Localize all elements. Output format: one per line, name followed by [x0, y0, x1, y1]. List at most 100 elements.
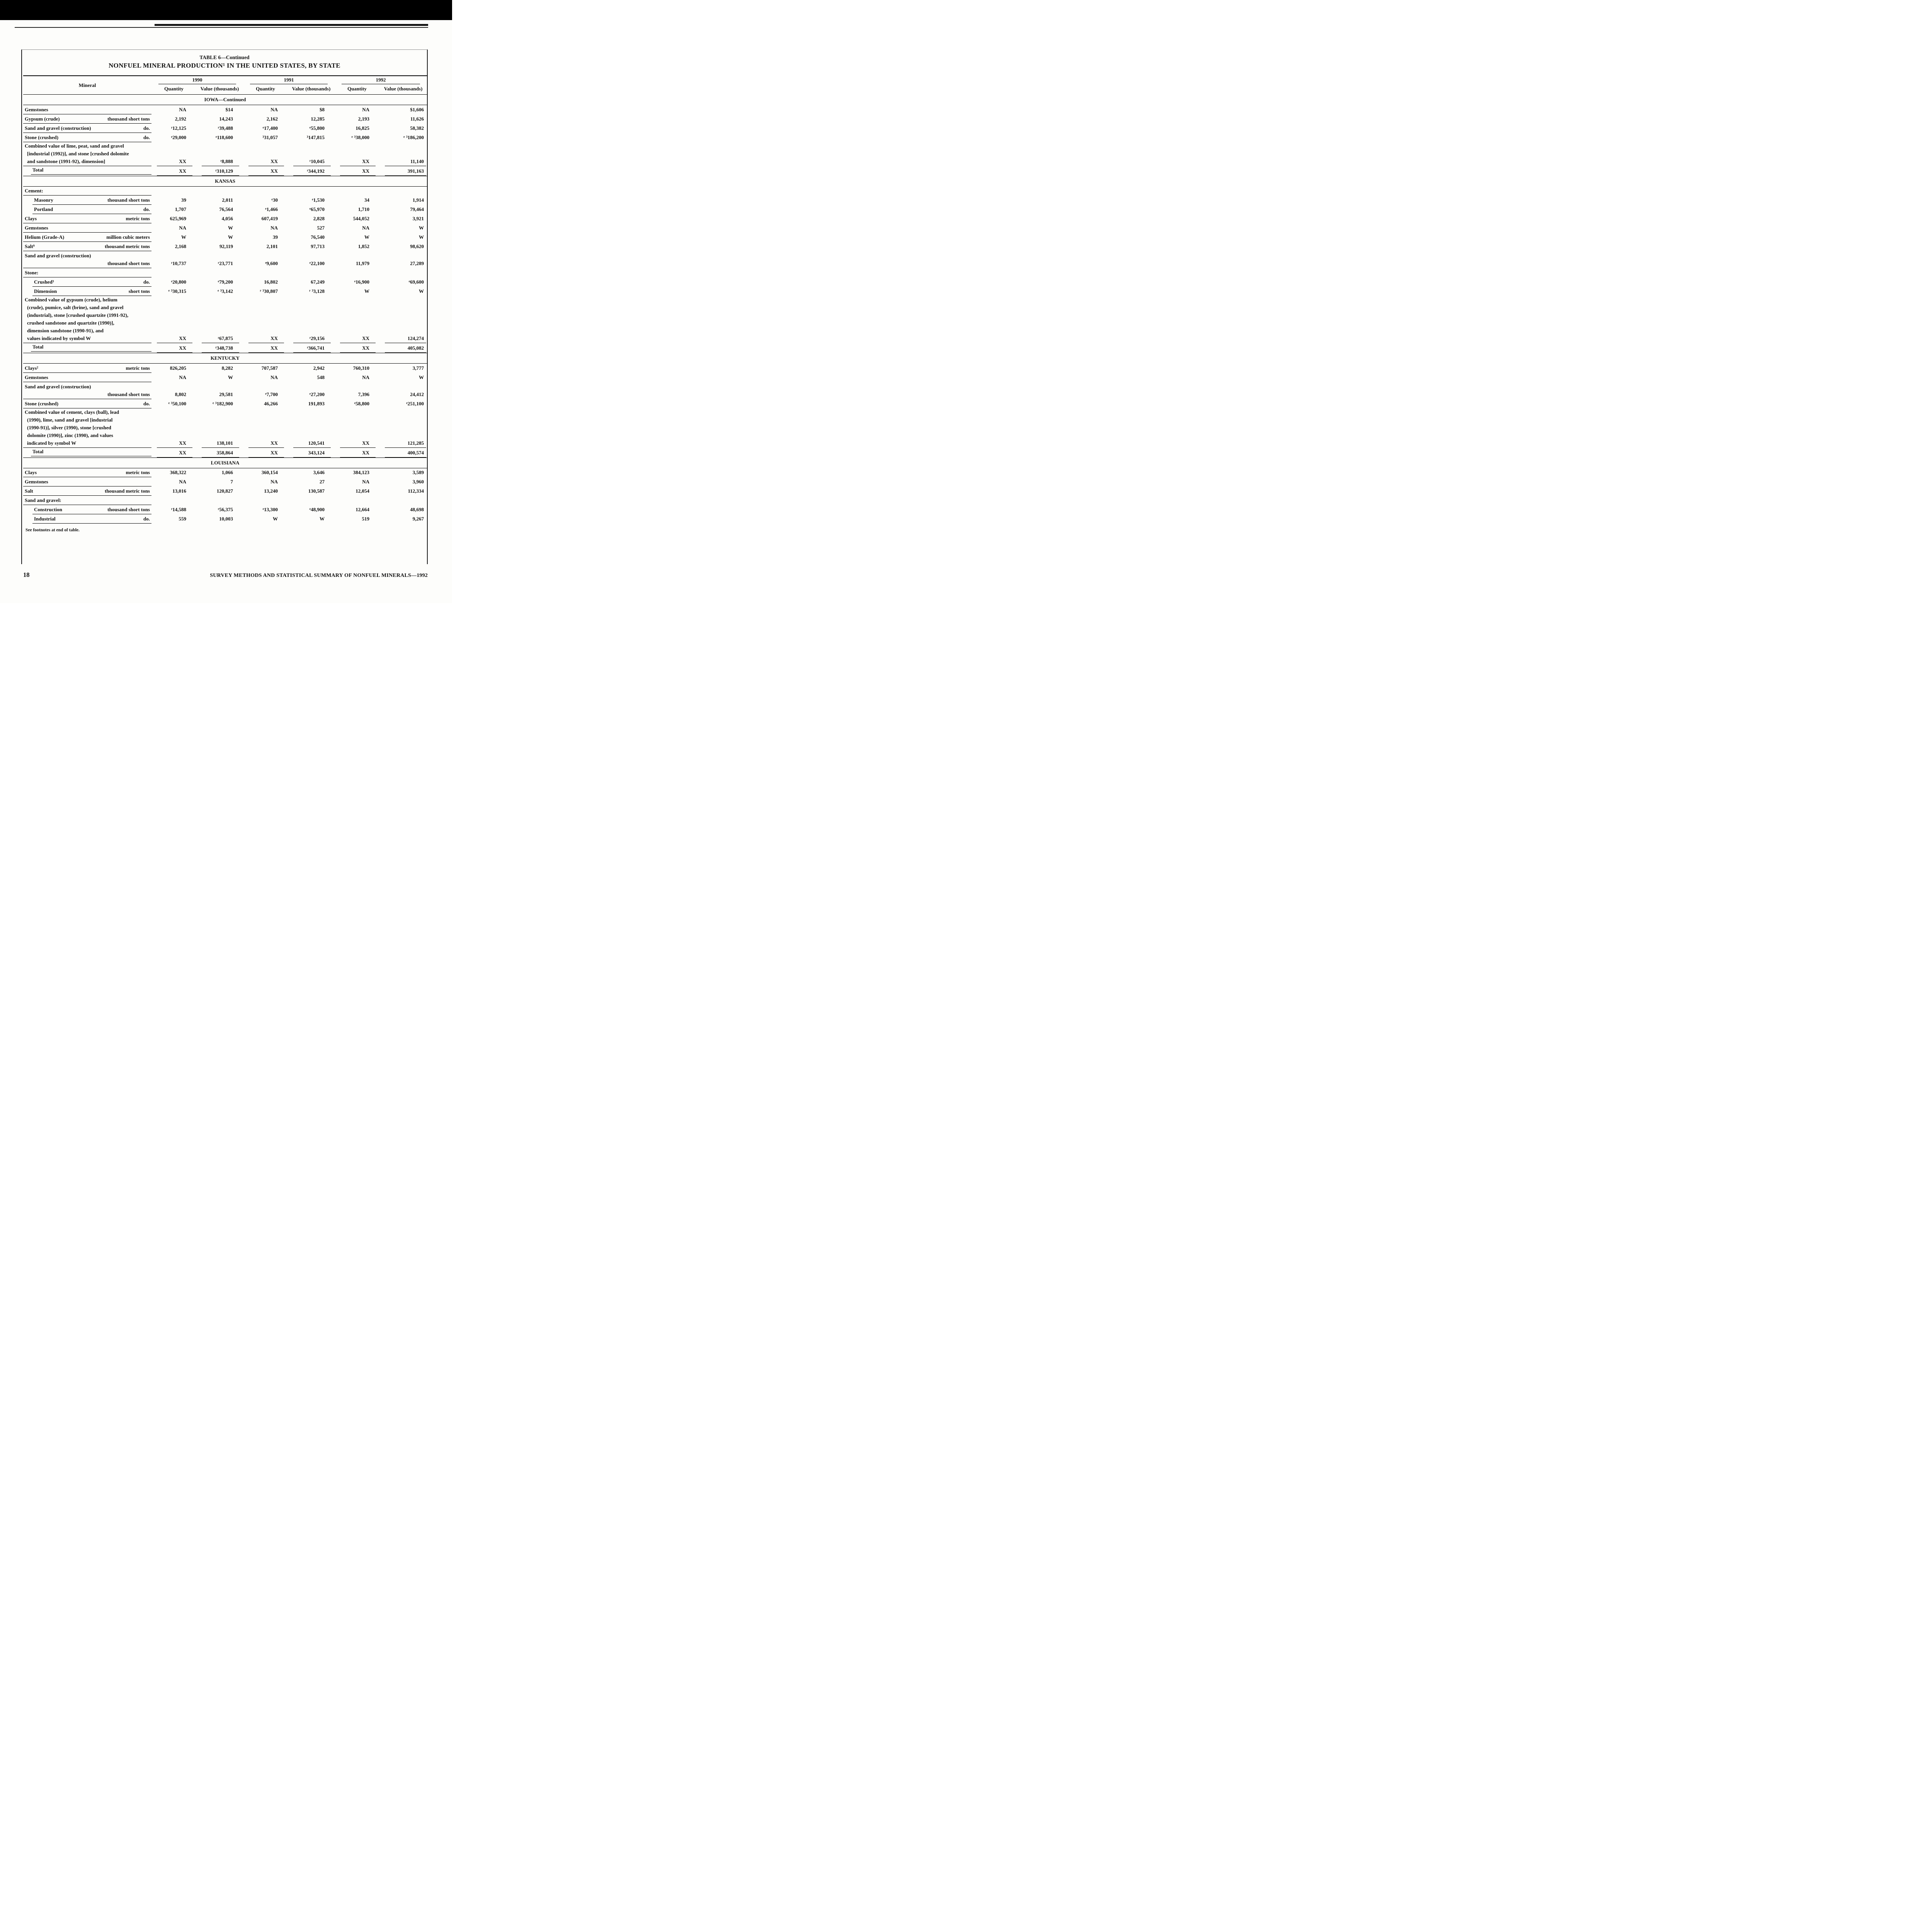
- value-cell: ᵉ9,600: [265, 260, 278, 266]
- mineral-label: Gemstones: [25, 374, 48, 380]
- table-row: Gypsum (crude) thousand short tons 2,192 14…: [23, 114, 427, 124]
- value-cell: 67,249: [311, 279, 325, 285]
- value-cell: $8: [320, 106, 325, 112]
- mineral-production-table: Mineral 1990 1991 1992 Quantity Value (t…: [23, 75, 427, 534]
- mineral-label: Gemstones: [25, 225, 48, 231]
- value-cell: 8,282: [221, 365, 233, 371]
- value-cell: 39: [181, 197, 186, 203]
- value-cell: 76,564: [219, 206, 233, 212]
- value-cell: 121,285: [379, 408, 427, 448]
- value-cell: NA: [179, 374, 186, 380]
- value-underlined: ʳ310,129: [202, 167, 239, 176]
- value-cell: 358,864: [196, 448, 243, 458]
- value-cell: 625,969: [170, 216, 186, 221]
- mineral-cell: Cement:: [23, 186, 151, 196]
- value-cell: XX: [151, 296, 196, 343]
- value-cell: XX: [243, 448, 288, 458]
- value-cell: 2,101: [266, 243, 278, 249]
- section-row: KENTUCKY: [23, 353, 427, 364]
- mineral-label: Crushed³: [34, 279, 54, 285]
- value-cell: [151, 268, 196, 277]
- value-cell: NA: [362, 479, 369, 485]
- value-underlined: XX: [248, 167, 284, 176]
- value-cell: [196, 496, 243, 505]
- value-cell: 120,827: [216, 488, 233, 494]
- value-cell: ʳ ³3,128: [309, 288, 325, 294]
- value-cell: 3,589: [412, 469, 424, 475]
- mineral-cell: Crushed³ do.: [23, 277, 151, 287]
- unit-label: metric tons: [126, 365, 150, 371]
- unit-label: million cubic meters: [106, 234, 150, 240]
- value-cell: 360,154: [261, 469, 278, 475]
- value-underlined: 124,274: [385, 335, 426, 343]
- value-cell: XX: [335, 166, 379, 176]
- mineral-label-line: indicated by symbol W: [27, 440, 77, 446]
- mineral-label-line: Combined value of gypsum (crude), helium: [25, 297, 117, 303]
- mineral-cell: Combined value of gypsum (crude), helium…: [23, 296, 151, 343]
- value-cell: NA: [270, 374, 278, 380]
- value-cell: ᵉ ³186,200: [403, 134, 424, 140]
- value-cell: ʳ67,875: [196, 296, 243, 343]
- measure-header-row: Quantity Value (thousands) Quantity Valu…: [23, 84, 427, 95]
- value-cell: 92,119: [219, 243, 233, 249]
- value-cell: W: [419, 234, 424, 240]
- section-header: KENTUCKY: [23, 353, 427, 364]
- table-row: Total XX ʳ348,738 XX ʳ366,741 XX 405,082: [23, 343, 427, 353]
- value-cell: XX: [243, 296, 288, 343]
- value-cell: [151, 186, 196, 196]
- mineral-cell: Salt thousand metric tons: [23, 486, 151, 496]
- mineral-cell: Clays metric tons: [23, 214, 151, 223]
- footer-title: SURVEY METHODS AND STATISTICAL SUMMARY O…: [210, 573, 428, 578]
- mineral-cell: Clays metric tons: [23, 468, 151, 477]
- value-cell: [379, 186, 427, 196]
- value-cell: 3,646: [313, 469, 325, 475]
- value-cell: [335, 496, 379, 505]
- value-cell: 39: [273, 234, 278, 240]
- value-underlined: 343,124: [293, 449, 331, 457]
- value-cell: ᵉ ³182,900: [213, 400, 233, 406]
- value-cell: 2,193: [358, 116, 369, 122]
- value-cell: ʳ29,156: [288, 296, 335, 343]
- value-cell: 519: [362, 516, 370, 522]
- table-row: Gemstones NA W NA 527 NA W: [23, 223, 427, 233]
- value-cell: 2,828: [313, 216, 325, 221]
- mineral-column-header: Mineral: [78, 82, 96, 88]
- value-cell: ᵉ30: [271, 197, 278, 203]
- value-cell: 2,011: [222, 197, 233, 203]
- table-row: Stone (crushed) do. ᵉ ³50,100 ᵉ ³182,900 46,…: [23, 399, 427, 408]
- value-cell: 527: [317, 225, 325, 231]
- value-underlined: XX: [340, 439, 376, 448]
- table-row: Clays metric tons 625,969 4,056 607,419 2,828…: [23, 214, 427, 223]
- value-cell: 760,310: [353, 365, 369, 371]
- value-1990-header: Value (thousands): [200, 86, 239, 92]
- value-cell: 4,056: [221, 216, 233, 221]
- mineral-label: Sand and gravel:: [25, 497, 61, 503]
- mineral-cell: Dimension short tons: [23, 287, 151, 296]
- value-underlined: XX: [248, 335, 284, 343]
- value-cell: 24,412: [410, 391, 424, 397]
- unit-label: do.: [143, 516, 150, 522]
- mineral-label-line: Combined value of lime, peat, sand and g…: [25, 143, 124, 149]
- value-cell: ʳ23,771: [218, 260, 233, 266]
- mineral-label: Helium (Grade-A): [25, 234, 65, 240]
- mineral-cell: Total: [23, 448, 151, 458]
- value-cell: [151, 496, 196, 505]
- value-cell: ᵉ22,100: [309, 260, 325, 266]
- scan-top-black-bar: [0, 0, 452, 20]
- value-cell: W: [228, 234, 233, 240]
- table-row: Total XX 358,864 XX 343,124 XX 400,574: [23, 448, 427, 458]
- value-cell: 343,124: [288, 448, 335, 458]
- value-cell: ᵉ251,100: [406, 400, 424, 406]
- value-cell: 368,322: [170, 469, 186, 475]
- value-cell: W: [273, 516, 278, 522]
- value-cell: W: [181, 234, 186, 240]
- value-underlined: XX: [340, 335, 376, 343]
- table-row: Masonry thousand short tons 39 2,011 ᵉ30 ᵉ1,5…: [23, 196, 427, 205]
- unit-label: thousand metric tons: [104, 243, 150, 249]
- value-cell: W: [320, 516, 325, 522]
- value-cell: 97,713: [311, 243, 325, 249]
- table-header: Mineral 1990 1991 1992 Quantity Value (t…: [23, 76, 427, 95]
- value-cell: 544,052: [353, 216, 369, 221]
- mineral-label: Sand and gravel (construction): [25, 253, 91, 259]
- mineral-label: Stone (crushed): [25, 134, 59, 140]
